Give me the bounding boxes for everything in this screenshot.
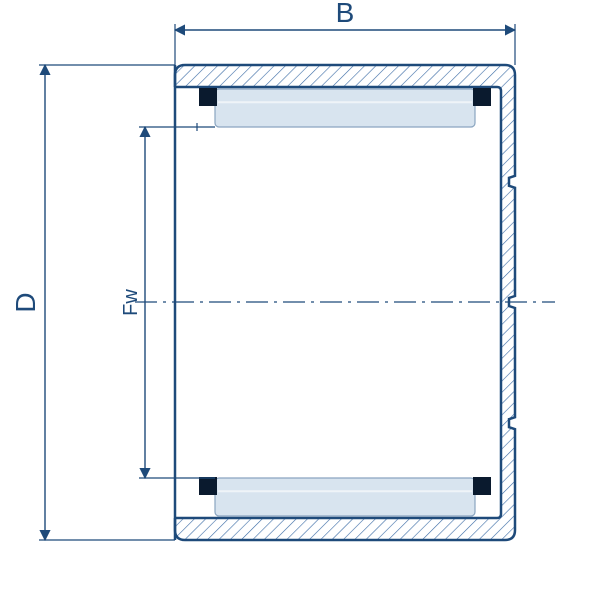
label-fw: Fw <box>120 289 142 316</box>
label-d: D <box>10 292 41 312</box>
label-b: B <box>336 0 355 28</box>
